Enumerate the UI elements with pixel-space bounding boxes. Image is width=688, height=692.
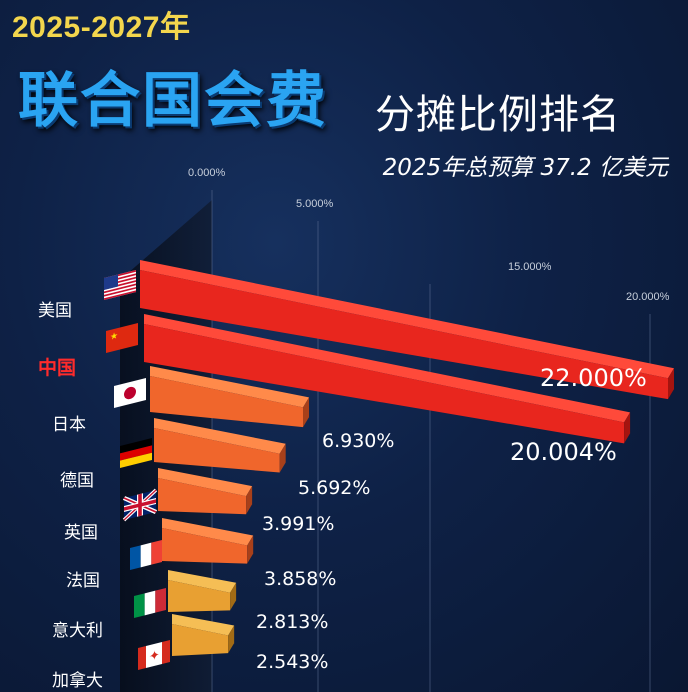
- bar-front-face: [150, 376, 304, 428]
- value-label: 5.692%: [298, 477, 370, 499]
- chart-title-sub: 分摊比例排名: [375, 92, 621, 138]
- flags: ★✦: [104, 270, 170, 670]
- bar-end-cap: [228, 625, 235, 654]
- bar-top-face: [172, 614, 235, 636]
- bar-front-face: [140, 270, 668, 400]
- value-label: 3.858%: [264, 568, 336, 590]
- china-flag-icon: ★: [106, 323, 138, 353]
- bar-end-cap: [230, 582, 237, 611]
- bar-end-cap: [303, 397, 310, 428]
- us-flag-icon: [104, 270, 136, 300]
- chart-title-main: 联合国会费: [18, 66, 328, 136]
- bar-4: [158, 468, 253, 515]
- value-label: 2.813%: [256, 611, 328, 633]
- bar-top-face: [150, 366, 310, 408]
- germany-flag-icon: [120, 438, 152, 469]
- bar-front-face: [158, 478, 247, 515]
- value-labels: 22.000% 20.004% 6.930% 5.692% 3.991% 3.858% 2.…: [256, 364, 647, 673]
- value-label: 22.000%: [540, 364, 647, 392]
- axis-ticks: 0.000% 5.000% 15.000% 20.000%: [188, 167, 670, 303]
- bar-front-face: [154, 428, 280, 473]
- bar-end-cap: [279, 443, 286, 473]
- country-label: 法国: [66, 571, 100, 591]
- bar-7: [172, 614, 235, 656]
- country-label: 加拿大: [52, 670, 103, 691]
- axis-tick-label: 15.000%: [508, 261, 552, 273]
- bar-top-face: [140, 260, 674, 379]
- bar-6: [168, 570, 237, 612]
- bar-end-cap: [624, 412, 631, 444]
- uk-flag-icon: [122, 488, 158, 522]
- bar-end-cap: [246, 486, 253, 515]
- axis-tick-label: 20.000%: [626, 291, 670, 303]
- country-label: 英国: [64, 523, 98, 543]
- bar-end-cap: [668, 368, 674, 400]
- bar-2: [150, 366, 310, 428]
- bar-top-face: [162, 518, 254, 546]
- bar-end-cap: [247, 535, 254, 564]
- bar-top-face: [144, 314, 631, 423]
- bar-top-face: [168, 570, 237, 593]
- bar-0: [140, 260, 674, 400]
- axis-tick-label: 0.000%: [188, 167, 226, 179]
- bar-front-face: [172, 624, 229, 656]
- bar-5: [162, 518, 254, 564]
- bar-1: [144, 314, 631, 444]
- bars: [140, 260, 674, 656]
- svg-text:✦: ✦: [149, 648, 160, 665]
- japan-flag-icon: [114, 378, 146, 408]
- years-heading: 2025-2027年: [12, 11, 191, 44]
- bar-front-face: [144, 324, 625, 444]
- country-label: 日本: [52, 415, 86, 435]
- value-label: 20.004%: [510, 438, 617, 466]
- canada-flag-icon: ✦: [138, 640, 170, 670]
- country-label: 中国: [38, 356, 76, 379]
- bar-3: [154, 418, 286, 473]
- bar-top-face: [158, 468, 253, 497]
- france-flag-icon: [130, 540, 163, 570]
- axis-tick-label: 5.000%: [296, 198, 334, 210]
- bar-front-face: [162, 528, 248, 564]
- value-label: 6.930%: [322, 430, 394, 452]
- italy-flag-icon: [134, 588, 167, 618]
- country-label: 德国: [60, 471, 94, 491]
- country-label: 美国: [38, 301, 72, 321]
- svg-text:★: ★: [110, 331, 118, 343]
- bar-top-face: [154, 418, 286, 454]
- country-label: 意大利: [52, 621, 103, 641]
- budget-subtitle: 2025年总预算 37.2 亿美元: [382, 155, 668, 181]
- value-label: 3.991%: [262, 513, 334, 535]
- bar-front-face: [168, 580, 231, 612]
- value-label: 2.543%: [256, 651, 328, 673]
